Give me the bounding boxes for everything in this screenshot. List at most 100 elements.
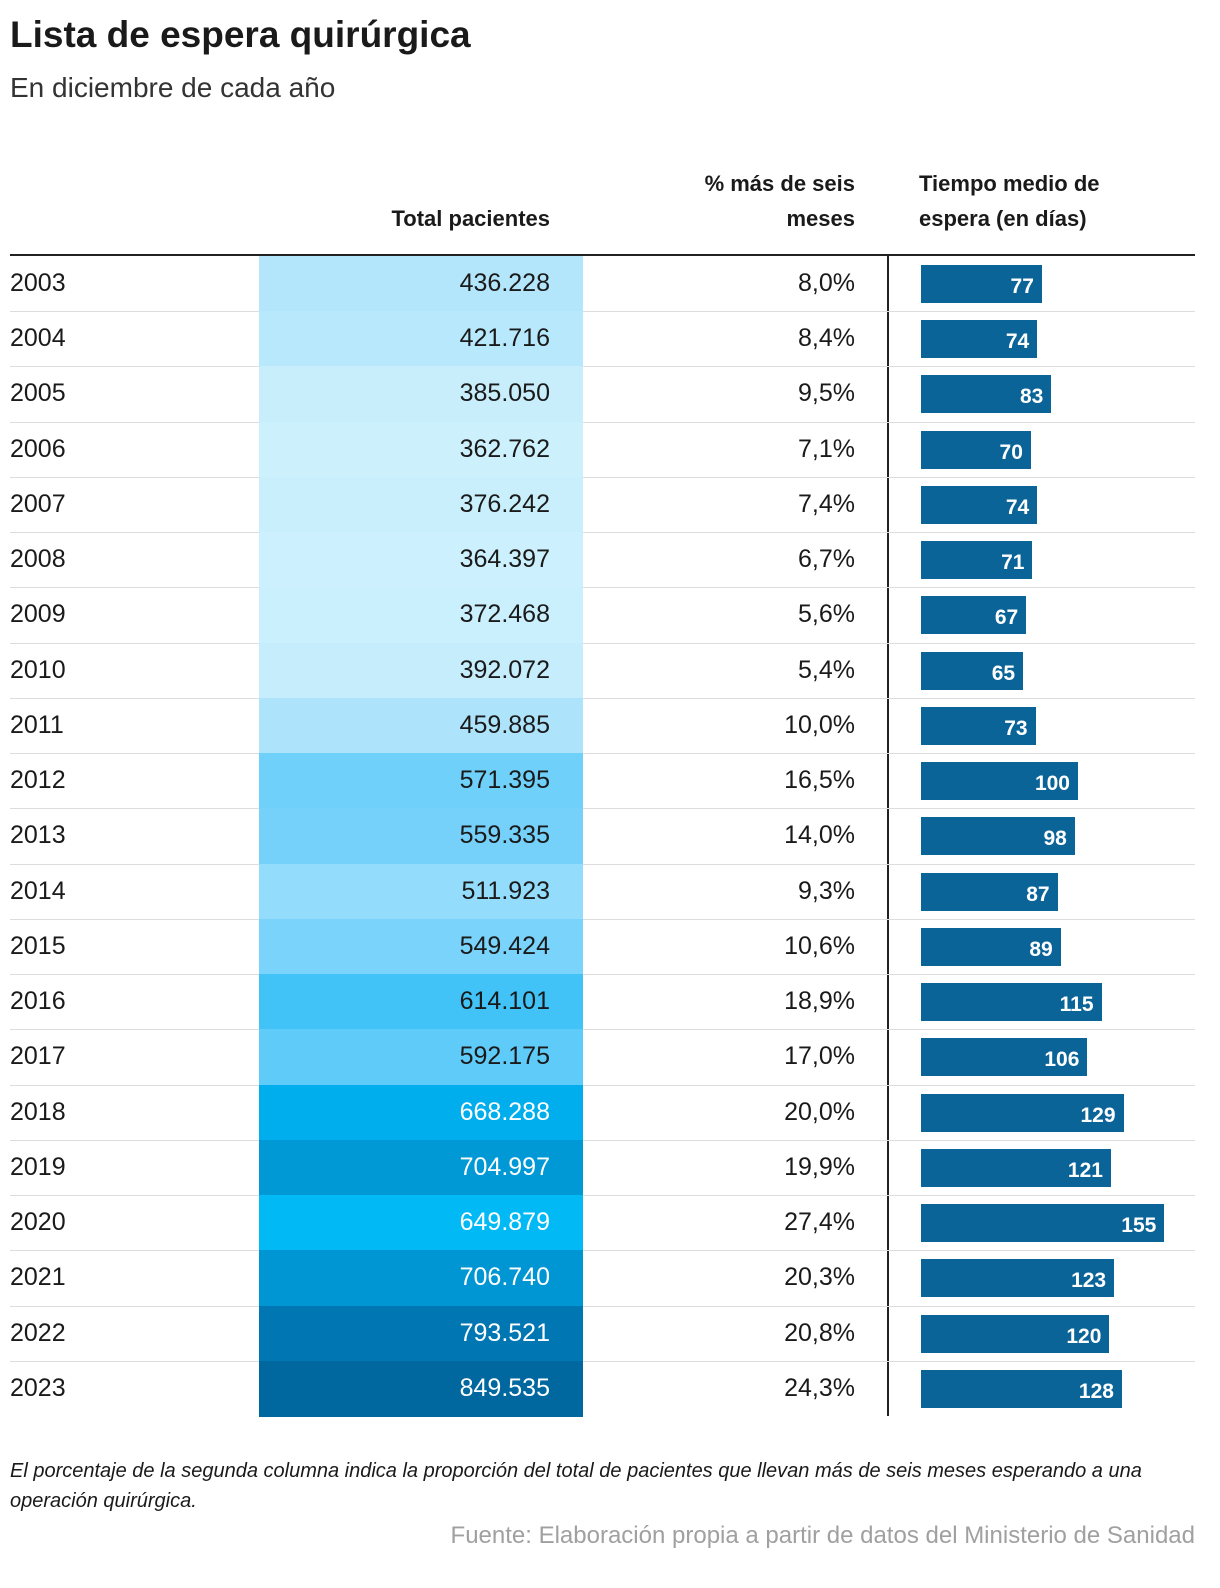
bar [921,485,1038,524]
percent-over-six-months: 20,8% [784,1318,855,1347]
row-rule [583,366,1195,368]
year: 2013 [10,821,66,850]
total-patients: 614.101 [459,987,550,1016]
total-patients: 592.175 [459,1042,550,1071]
bar-label: 83 [1019,385,1044,409]
total-patients: 849.535 [459,1373,550,1402]
row-rule [10,421,259,423]
row-rule [10,1029,259,1031]
row-rule [583,1139,1195,1141]
percent-over-six-months: 10,0% [784,710,855,739]
year: 2017 [10,1042,66,1071]
row-rule [583,1195,1195,1197]
cell-background [259,421,583,478]
bar [921,1148,1111,1187]
header-rule [10,254,1195,256]
percent-over-six-months: 16,5% [784,766,855,795]
row-rule [583,974,1195,976]
row-rule [583,697,1195,699]
bar-label: 67 [994,606,1019,630]
cell-background [259,1195,583,1251]
cell-background [259,642,583,699]
bar-label: 77 [1010,275,1034,298]
row-rule [10,808,259,810]
percent-over-six-months: 24,3% [784,1373,855,1402]
total-patients: 364.397 [459,545,550,574]
column-header: % más de seis meses [704,171,855,231]
year: 2019 [10,1152,66,1181]
bar [921,265,1042,303]
row-rule [10,1305,259,1307]
cell-background [259,974,583,1030]
cell-background [259,476,583,533]
percent-over-six-months: 10,6% [784,931,855,960]
percent-over-six-months: 20,3% [784,1263,855,1292]
title: Lista de espera quirúrgica [10,14,471,55]
row-rule [10,974,259,976]
bar [921,872,1058,911]
year: 2021 [10,1263,66,1292]
total-patients: 571.395 [459,766,550,795]
row-rule [10,1195,259,1197]
bar [921,1204,1165,1243]
row-rule [10,863,259,865]
total-patients: 421.716 [459,324,550,353]
year: 2007 [10,489,66,518]
cell-background [259,1250,583,1307]
row-rule [583,863,1195,865]
percent-over-six-months: 9,5% [798,379,855,408]
year: 2012 [10,766,66,795]
row-rule [10,476,259,478]
row-rule [583,476,1195,478]
row-rule [10,1250,259,1252]
bar [921,541,1033,580]
row-rule [10,1139,259,1141]
cell-background [259,366,583,423]
bar [921,1259,1115,1298]
year: 2006 [10,434,66,463]
bar [921,1314,1110,1353]
row-rule [583,1250,1195,1252]
percent-over-six-months: 14,0% [784,821,855,850]
row-rule [10,532,259,534]
row-rule [583,808,1195,810]
bar-label: 115 [1059,993,1094,1017]
cell-background [259,918,583,975]
column-divider [887,256,889,1416]
percent-over-six-months: 27,4% [784,1208,855,1237]
total-patients: 649.879 [459,1208,550,1237]
percent-over-six-months: 8,4% [798,324,855,353]
cell-background [259,1305,583,1362]
row-rule [583,421,1195,423]
bar [921,375,1052,414]
bar-label: 74 [1005,330,1030,354]
percent-over-six-months: 9,3% [798,876,855,905]
year: 2014 [10,876,66,905]
year: 2008 [10,545,66,574]
row-rule [10,366,259,368]
bar-label: 106 [1044,1048,1080,1072]
year: 2020 [10,1208,66,1237]
bar-label: 70 [999,440,1023,464]
cell-background [259,863,583,920]
row-rule [10,1084,259,1086]
percent-over-six-months: 19,9% [784,1152,855,1181]
total-patients: 376.242 [459,489,550,518]
row-rule [583,587,1195,589]
bar-label: 155 [1121,1214,1157,1238]
row-rule [583,311,1195,313]
total-patients: 392.072 [459,655,550,684]
total-patients: 459.885 [459,710,550,739]
total-patients: 706.740 [459,1263,550,1292]
percent-over-six-months: 8,0% [798,269,855,297]
year: 2010 [10,655,66,684]
bar-label: 73 [1004,716,1028,740]
year: 2003 [10,269,66,297]
bar-label: 87 [1026,882,1050,906]
subtitle: En diciembre de cada año [10,72,336,103]
percent-over-six-months: 5,6% [798,600,855,629]
year: 2011 [10,710,64,739]
percent-over-six-months: 6,7% [798,545,855,574]
percent-over-six-months: 7,4% [798,489,855,518]
